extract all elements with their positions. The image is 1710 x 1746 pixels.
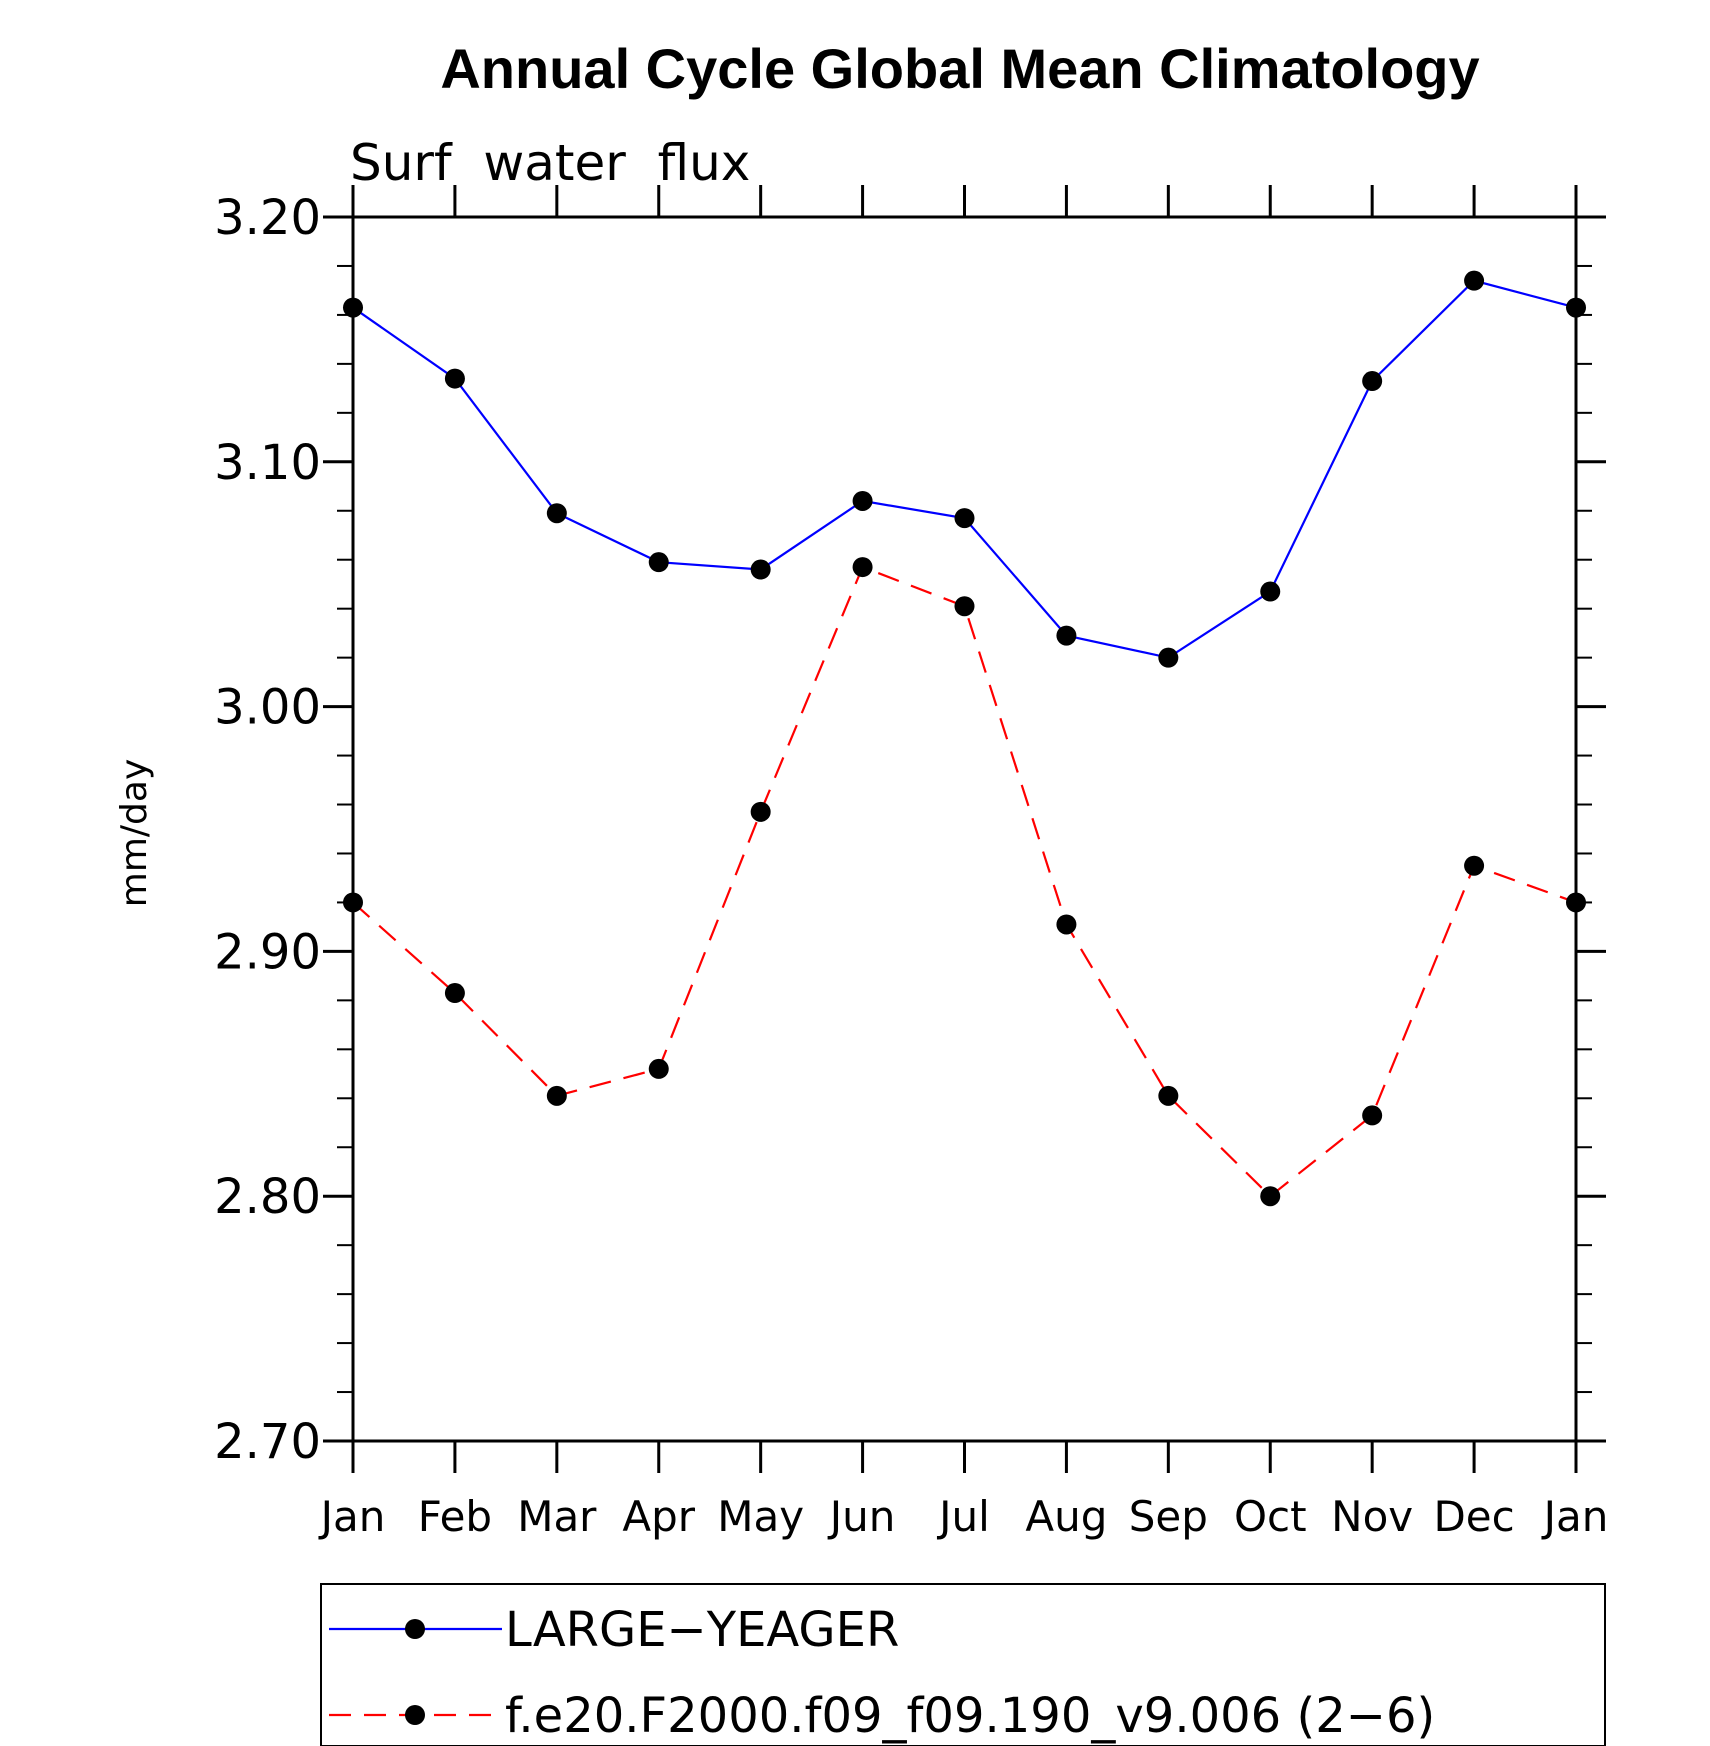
- y-tick-label: 3.20: [214, 190, 321, 246]
- series-1-point: [1056, 625, 1077, 646]
- plot-frame: [351, 215, 1578, 1443]
- series-layer: [343, 270, 1586, 1207]
- series-1-point: [852, 490, 873, 511]
- chart-title: Annual Cycle Global Mean Climatology: [440, 37, 1479, 100]
- x-tick-label: Aug: [1025, 1492, 1107, 1541]
- y-axis-label: mm/day: [114, 759, 155, 907]
- x-tick-label: Feb: [418, 1492, 492, 1541]
- series-1-point: [343, 297, 363, 318]
- series-1-point: [648, 552, 669, 573]
- series-2-point: [444, 983, 465, 1004]
- series-1-point: [750, 559, 771, 580]
- series-1-point: [546, 503, 567, 524]
- legend-label-1: LARGE−YEAGER: [505, 1602, 899, 1658]
- x-tick-label: Jul: [936, 1492, 990, 1541]
- series-2-point: [750, 801, 771, 822]
- legend-label-2: f.e20.F2000.f09_f09.190_v9.006 (2−6): [505, 1688, 1435, 1744]
- series-1-point: [1362, 371, 1383, 392]
- legend-marker-1: [405, 1619, 425, 1639]
- series-1-point: [1260, 581, 1281, 602]
- series-1-point: [954, 508, 975, 529]
- x-tick-label: May: [717, 1492, 804, 1541]
- y-tick-label: 2.70: [214, 1414, 321, 1470]
- legend-box: [320, 1583, 1606, 1746]
- legend: LARGE−YEAGER f.e20.F2000.f09_f09.190_v9.0…: [320, 1583, 1606, 1746]
- series-2-point: [546, 1085, 567, 1106]
- legend-marker-2: [405, 1705, 425, 1725]
- series-line-2: [352, 565, 1577, 1198]
- series-2-point: [1056, 914, 1077, 935]
- series-2-point: [343, 892, 363, 913]
- series-2-point: [1158, 1085, 1179, 1106]
- series-1-point: [1566, 297, 1586, 318]
- series-2-point: [1260, 1186, 1281, 1207]
- y-tick-label: 2.90: [214, 924, 321, 980]
- series-2-point: [1464, 855, 1485, 876]
- x-tick-label: Sep: [1129, 1492, 1208, 1541]
- x-tick-label: Mar: [517, 1492, 597, 1541]
- series-2-point: [852, 557, 873, 578]
- series-1-point: [1464, 270, 1485, 291]
- y-tick-label: 3.00: [214, 680, 321, 736]
- x-tick-label: Jun: [827, 1492, 896, 1541]
- x-tick-label: Oct: [1234, 1492, 1307, 1541]
- y-tick-label: 2.80: [214, 1169, 321, 1225]
- y-tick-label: 3.10: [214, 435, 321, 491]
- series-2-point: [1362, 1105, 1383, 1126]
- series-1-point: [444, 368, 465, 389]
- series-1-point: [1158, 647, 1179, 668]
- axes: 3.20 3.10 3.00 2.90 2.80 2.70 Jan Feb Mar Apr May J…: [214, 185, 1608, 1541]
- x-tick-label: Apr: [622, 1492, 695, 1541]
- x-tick-label: Nov: [1331, 1492, 1413, 1541]
- x-tick-label: Jan: [1541, 1492, 1609, 1541]
- x-tick-label: Jan: [318, 1492, 386, 1541]
- series-2-point: [1566, 892, 1586, 913]
- series-2-point: [954, 596, 975, 617]
- chart-subtitle: Surf water flux: [350, 134, 750, 192]
- x-tick-label: Dec: [1433, 1492, 1514, 1541]
- series-2-point: [648, 1058, 669, 1079]
